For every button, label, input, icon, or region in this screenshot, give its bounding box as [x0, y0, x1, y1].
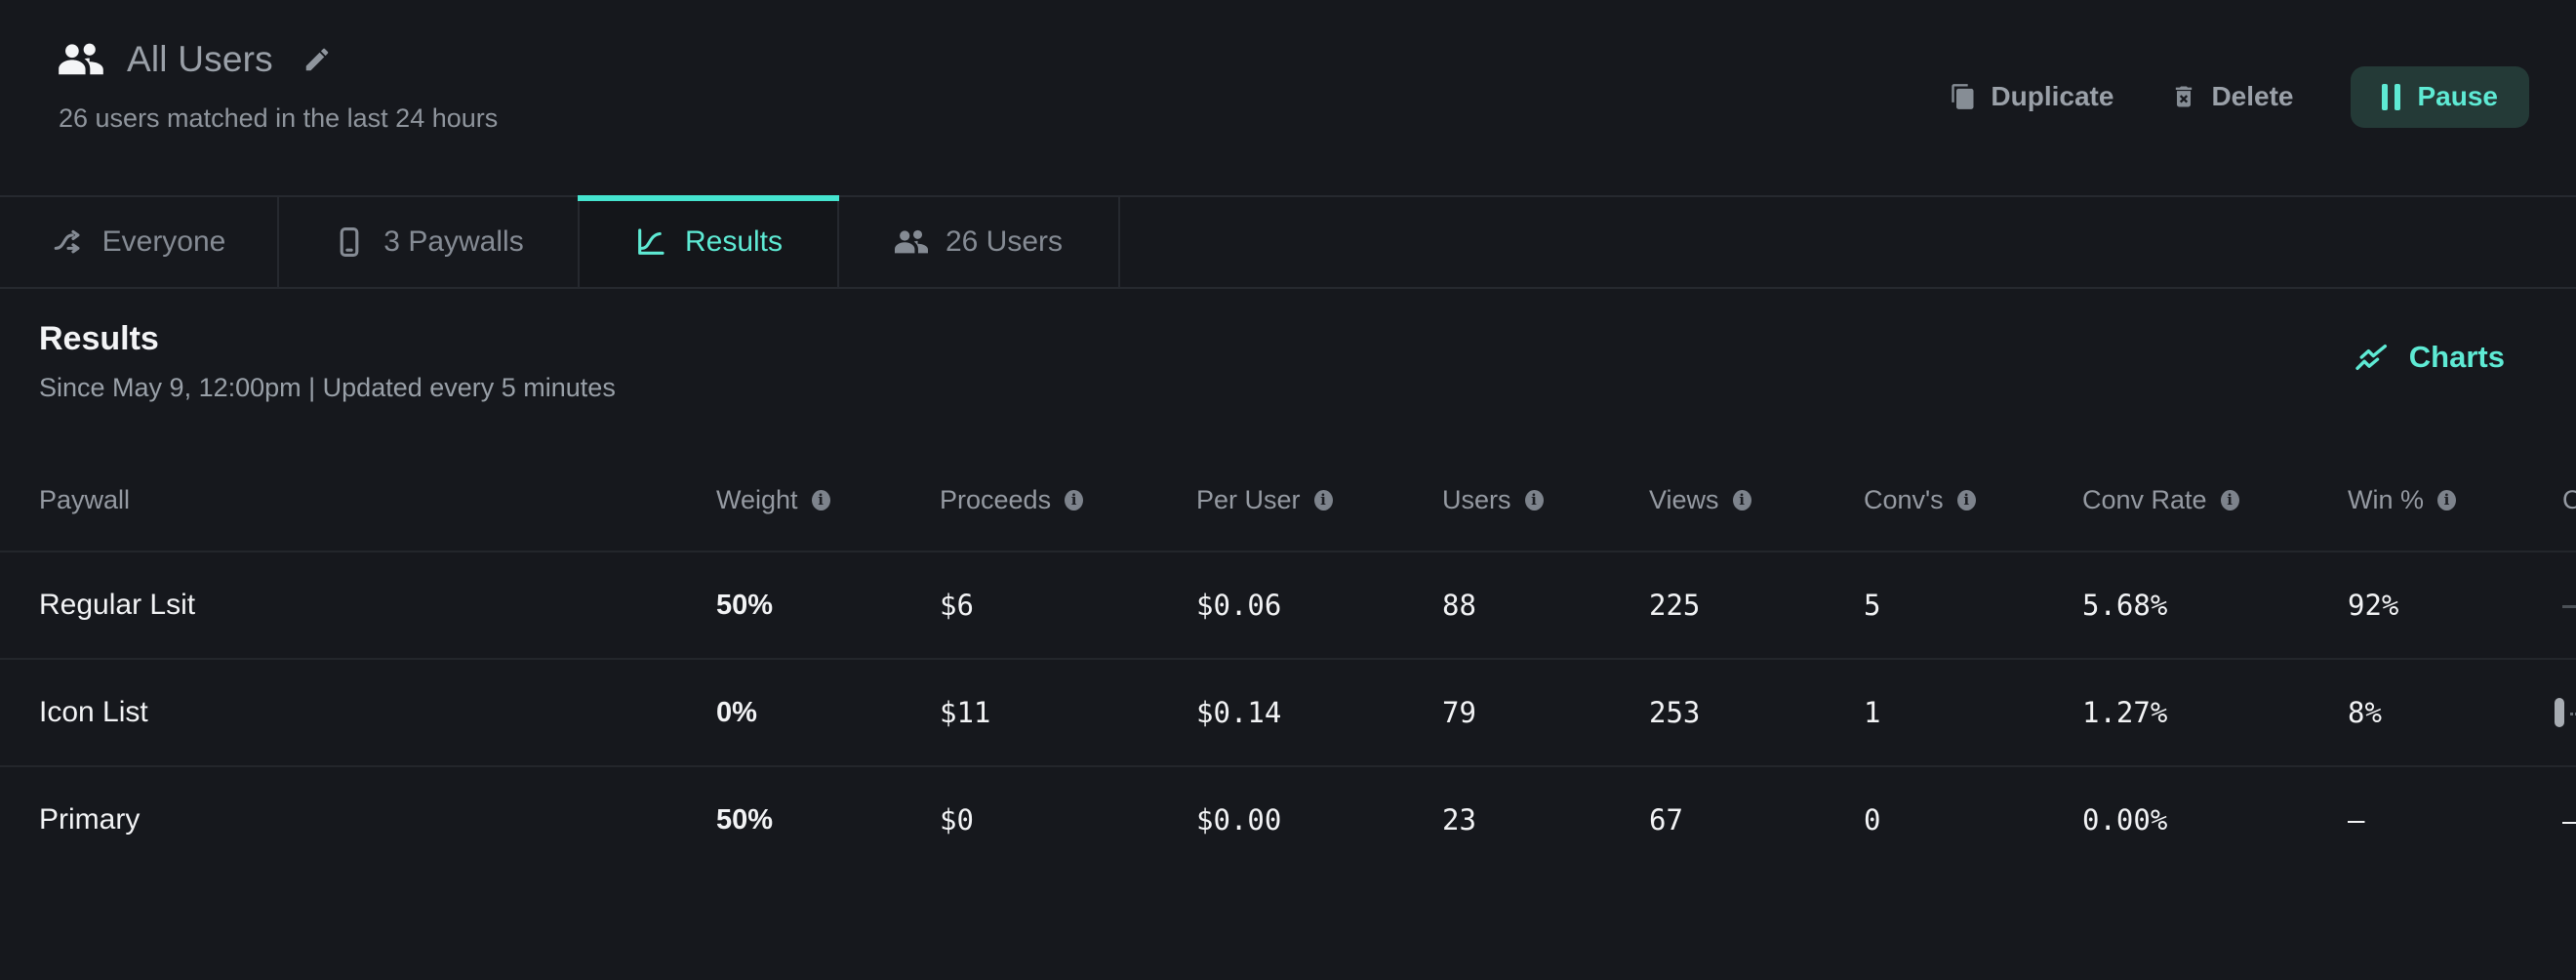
charts-label: Charts — [2408, 340, 2505, 374]
title-row: All Users — [59, 39, 332, 80]
cell-convs: 5 — [1864, 589, 1881, 622]
cell-clipped: – — [2562, 767, 2576, 873]
table-row[interactable]: Regular Lsit 50% $6 $0.06 88 225 5 5.68%… — [0, 551, 2576, 658]
cell-convs: 1 — [1864, 696, 1881, 729]
column-header-users: Users i — [1442, 485, 1649, 515]
pause-label: Pause — [2417, 81, 2499, 111]
tab-paywalls-label: 3 Paywalls — [383, 225, 524, 258]
phone-icon — [340, 226, 359, 258]
cell-per-user: $0.00 — [1196, 803, 1282, 837]
cell-weight: 0% — [716, 696, 757, 728]
trash-icon — [2176, 86, 2193, 107]
cell-users: 23 — [1442, 803, 1476, 837]
column-header-win: Win % i — [2348, 485, 2562, 515]
cell-users: 88 — [1442, 589, 1476, 622]
page-header: All Users 26 users matched in the last 2… — [0, 0, 2576, 195]
charts-button[interactable]: Charts — [2355, 340, 2505, 375]
table-row[interactable]: Primary 50% $0 $0.00 23 67 0 0.00% – – — [0, 765, 2576, 873]
cell-views: 67 — [1649, 803, 1683, 837]
cell-paywall: Regular Lsit — [39, 589, 196, 621]
tab-everyone-label: Everyone — [101, 225, 226, 258]
cell-conv-rate: 0.00% — [2082, 803, 2168, 837]
delete-button[interactable]: Delete — [2170, 81, 2294, 112]
duplicate-label: Duplicate — [1991, 81, 2114, 111]
split-arrows-icon — [54, 229, 80, 254]
duplicate-icon — [1952, 84, 1974, 109]
info-icon[interactable]: i — [1524, 489, 1544, 510]
pause-button[interactable]: Pause — [2350, 65, 2529, 128]
cell-views: 225 — [1649, 589, 1701, 622]
cell-convs: 0 — [1864, 803, 1881, 837]
column-header-paywall: Paywall — [39, 484, 131, 514]
column-header-weight: Weight i — [716, 485, 940, 515]
tab-paywalls[interactable]: 3 Paywalls — [279, 197, 580, 287]
tab-bar: Everyone 3 Paywalls Results 26 Users — [0, 195, 2576, 289]
no-data-dash: – — [2562, 804, 2576, 837]
column-header-conv-rate: Conv Rate i — [2082, 485, 2348, 515]
info-icon[interactable]: i — [1313, 489, 1333, 510]
cell-conv-rate: 1.27% — [2082, 696, 2168, 729]
confidence-whisker-fragment — [2570, 713, 2576, 715]
column-header-per-user: Per User i — [1196, 485, 1442, 515]
info-icon[interactable]: i — [2437, 489, 2457, 510]
cell-clipped — [2562, 552, 2576, 658]
results-section-header: Results Since May 9, 12:00pm | Updated e… — [0, 289, 2576, 449]
cell-weight: 50% — [716, 589, 774, 621]
column-header-views: Views i — [1649, 485, 1864, 515]
pause-icon — [2381, 83, 2400, 110]
cell-users: 79 — [1442, 696, 1476, 729]
cell-win: – — [2348, 803, 2365, 837]
cell-paywall: Primary — [39, 803, 141, 836]
tab-users[interactable]: 26 Users — [839, 197, 1120, 287]
confidence-bar-fragment — [2562, 605, 2576, 608]
tab-users-label: 26 Users — [945, 225, 1064, 258]
cell-clipped — [2555, 660, 2576, 765]
cell-proceeds: $11 — [940, 696, 991, 729]
header-actions: Duplicate Delete Pause — [1950, 65, 2529, 128]
table-header-row: Paywall Weight i Proceeds i Per User i User… — [0, 449, 2576, 551]
tab-results[interactable]: Results — [578, 195, 839, 287]
chart-curve-icon — [638, 228, 664, 255]
results-table: Paywall Weight i Proceeds i Per User i User… — [0, 449, 2576, 873]
page-title: All Users — [127, 39, 273, 79]
results-heading: Results — [39, 320, 159, 357]
info-icon[interactable]: i — [1956, 489, 1976, 510]
tab-results-label: Results — [684, 225, 784, 258]
column-header-clipped: C — [2562, 484, 2576, 514]
delete-label: Delete — [2211, 81, 2294, 111]
cell-proceeds: $0 — [940, 803, 974, 837]
cell-proceeds: $6 — [940, 589, 974, 622]
cell-win: 8% — [2348, 696, 2382, 729]
info-icon[interactable]: i — [2220, 489, 2239, 510]
cell-weight: 50% — [716, 803, 774, 836]
info-icon[interactable]: i — [811, 489, 830, 510]
confidence-marker-fragment — [2555, 698, 2564, 727]
table-row[interactable]: Icon List 0% $11 $0.14 79 253 1 1.27% 8% — [0, 658, 2576, 765]
edit-title-icon[interactable] — [302, 45, 332, 74]
matched-users-subtitle: 26 users matched in the last 24 hours — [59, 103, 499, 133]
trend-lines-icon — [2355, 344, 2387, 371]
info-icon[interactable]: i — [1065, 489, 1084, 510]
cell-paywall: Icon List — [39, 696, 148, 728]
column-header-convs: Conv's i — [1864, 485, 2082, 515]
users-icon — [59, 43, 103, 75]
cell-per-user: $0.14 — [1196, 696, 1282, 729]
cell-per-user: $0.06 — [1196, 589, 1282, 622]
column-header-proceeds: Proceeds i — [940, 485, 1196, 515]
cell-views: 253 — [1649, 696, 1701, 729]
results-subheading: Since May 9, 12:00pm | Updated every 5 m… — [39, 373, 616, 402]
info-icon[interactable]: i — [1732, 489, 1751, 510]
duplicate-button[interactable]: Duplicate — [1950, 81, 2113, 112]
cell-conv-rate: 5.68% — [2082, 589, 2168, 622]
tab-everyone[interactable]: Everyone — [0, 197, 279, 287]
users-icon — [894, 229, 928, 254]
cell-win: 92% — [2348, 589, 2399, 622]
